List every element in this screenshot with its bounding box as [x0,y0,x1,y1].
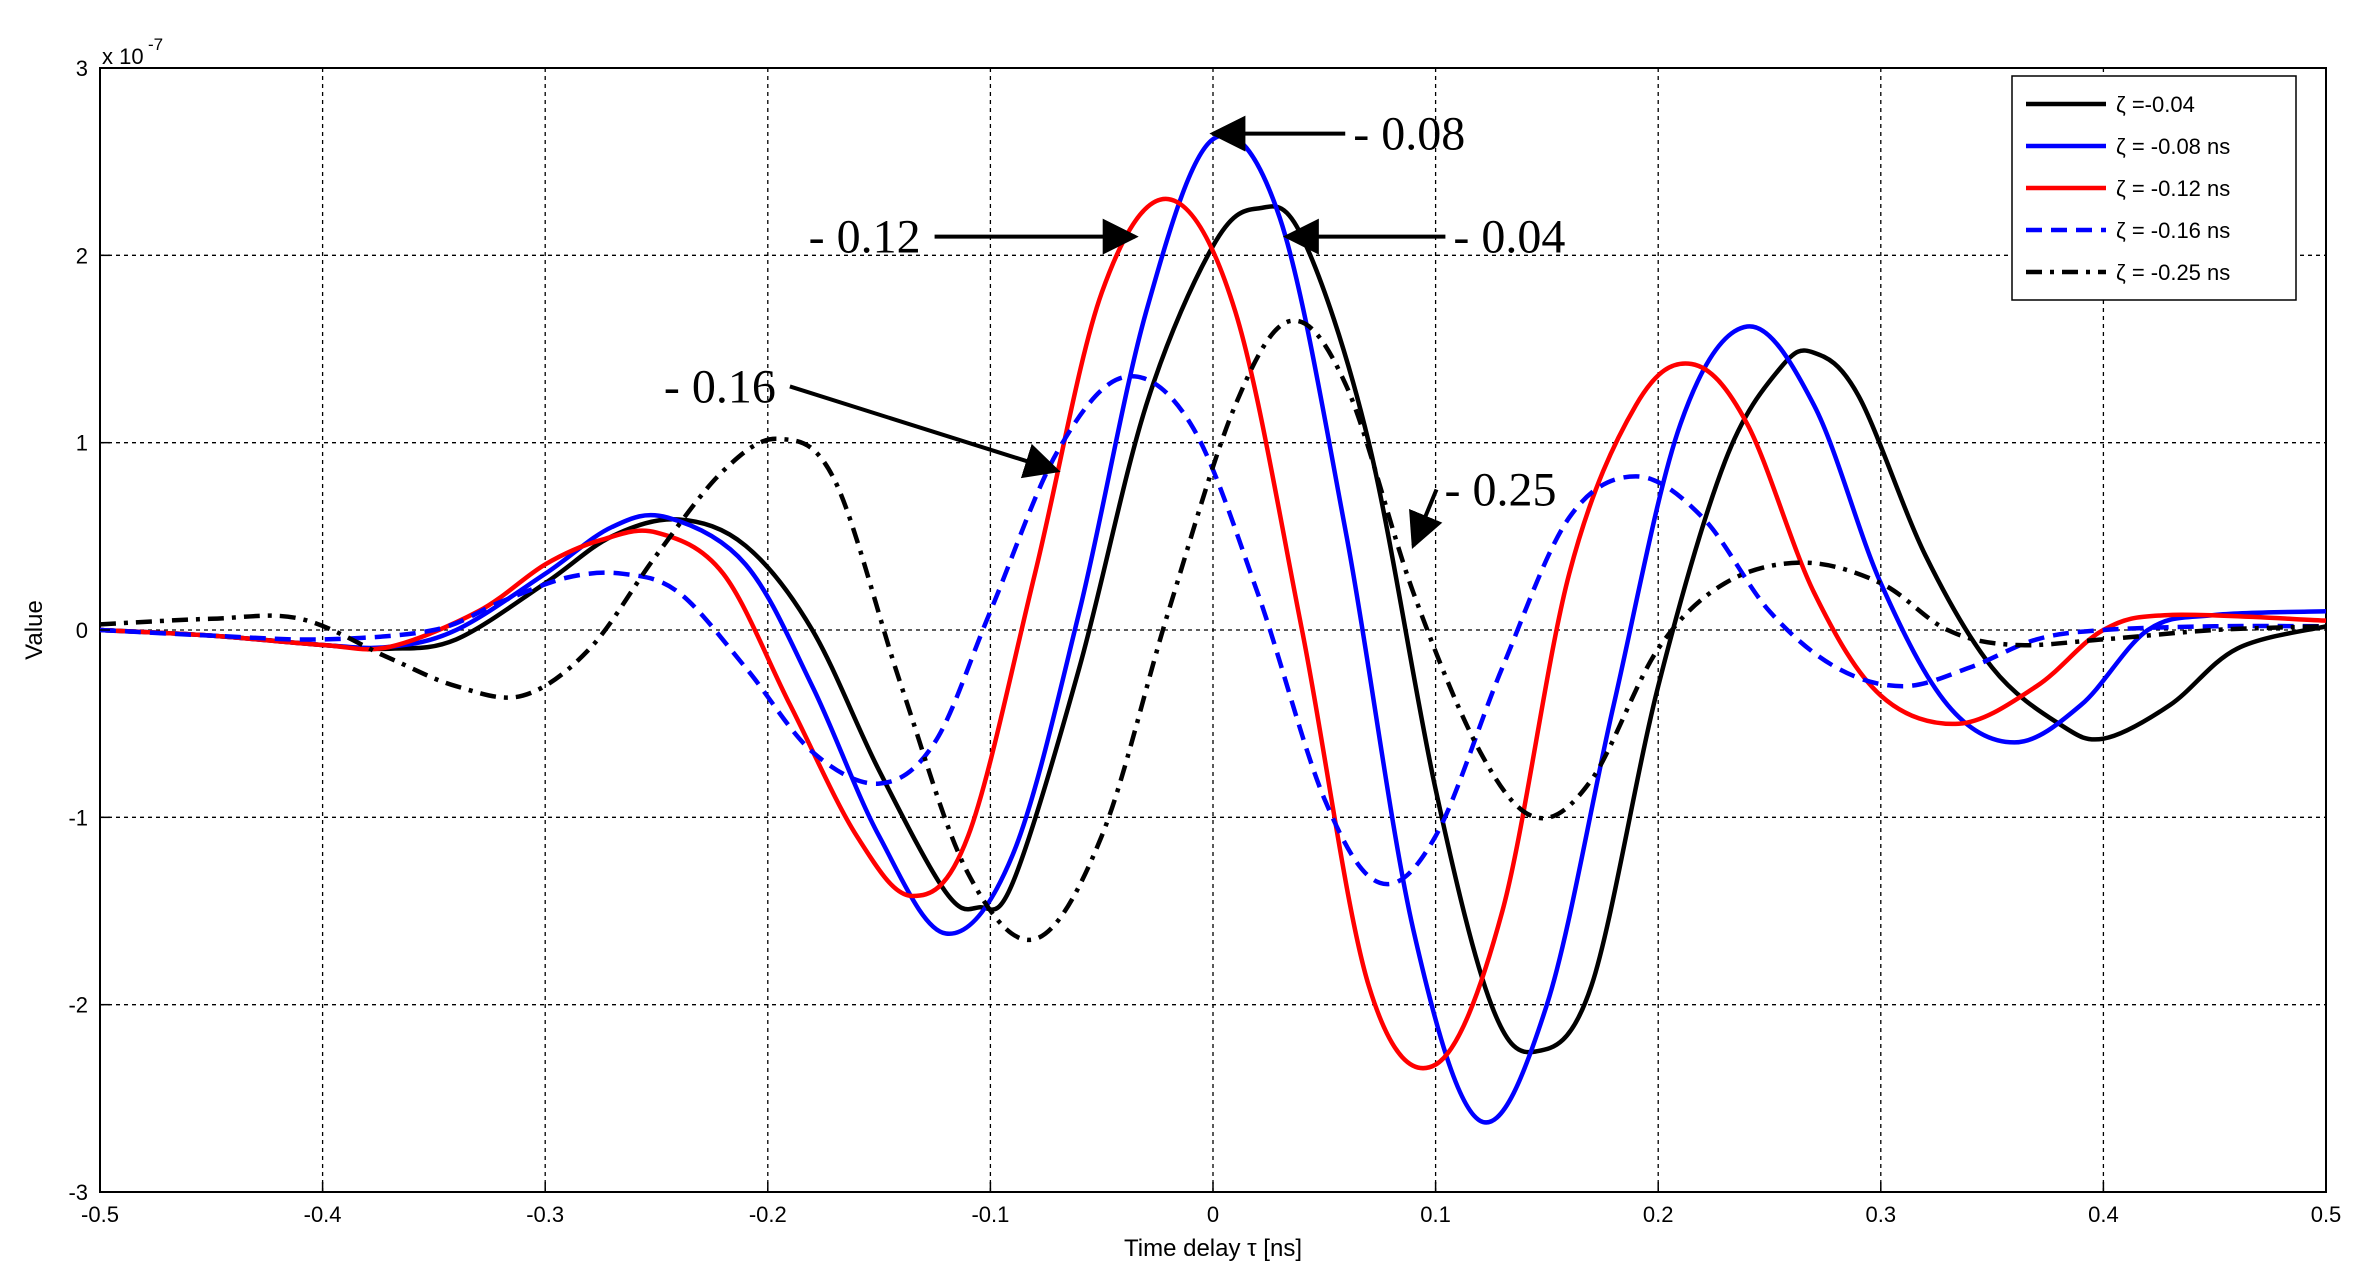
y-multiplier: x 10 [102,44,144,69]
legend-label: ζ = -0.16 ns [2116,218,2230,243]
x-tick-label: -0.4 [304,1202,342,1227]
x-tick-label: 0.5 [2311,1202,2342,1227]
series-line-5 [99,318,2327,943]
legend: ζ =-0.04 ζ = -0.08 ns ζ = -0.12 ns ζ = -0.1… [2011,75,2297,301]
y-tick-label: 2 [76,243,88,268]
y-tick-label: 3 [76,56,88,81]
annotations: - 0.08 - 0.12 - 0.04 - 0.16 - 0.25 [664,108,1565,550]
y-tick-label: -1 [68,805,88,830]
legend-label: ζ =-0.04 [2116,92,2195,117]
y-tick-label: 0 [76,618,88,643]
y-axis-label: Value [21,600,48,660]
annotation-label: - 0.25 [1445,464,1557,517]
x-tick-label: 0.4 [2088,1202,2119,1227]
x-tick-label: 0.2 [1643,1202,1674,1227]
legend-label: ζ = -0.08 ns [2116,134,2230,159]
x-axis-label: Time delay τ [ns] [1124,1235,1302,1262]
annotation-arrow [1409,488,1443,550]
x-tick-label: -0.2 [749,1202,787,1227]
y-tick-label: -2 [68,993,88,1018]
annotation-label: - 0.04 [1453,211,1565,264]
x-tick-label: -0.3 [526,1202,564,1227]
legend-label: ζ = -0.12 ns [2116,176,2230,201]
y-tick-label: 1 [76,431,88,456]
x-tick-label: -0.1 [971,1202,1009,1227]
series-line-4 [99,374,2327,887]
x-tick-label: 0.3 [1866,1202,1897,1227]
annotation-label: - 0.08 [1353,108,1465,161]
series-line-3 [99,196,2327,1071]
tick-layer: -0.5 -0.4 -0.3 -0.2 -0.1 0 0.1 0.2 0.3 0.4 0.5 -3 -2… [68,56,2341,1227]
x-tick-label: 0.1 [1420,1202,1451,1227]
x-tick-label: -0.5 [81,1202,119,1227]
series-layer [99,132,2327,1125]
annotation-arrow [789,384,1061,479]
annotation-label: - 0.16 [664,360,776,413]
y-tick-label: -3 [68,1180,88,1205]
annotation-label: - 0.12 [809,211,921,264]
x-tick-label: 0 [1207,1202,1219,1227]
y-exponent: -7 [148,35,163,54]
legend-label: ζ = -0.25 ns [2116,260,2230,285]
